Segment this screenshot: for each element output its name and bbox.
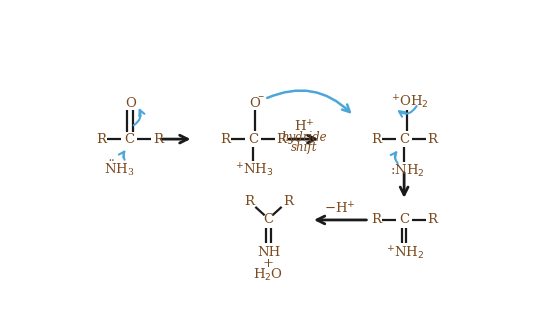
Text: NH: NH [257, 246, 280, 259]
Text: O: O [125, 97, 136, 110]
Text: +: + [263, 257, 274, 270]
Text: C: C [399, 214, 409, 227]
Text: $^{+}$NH$_3$: $^{+}$NH$_3$ [235, 161, 274, 179]
Text: R: R [220, 133, 230, 146]
Text: H$^{+}$: H$^{+}$ [294, 119, 315, 135]
Text: $^{+}$NH$_2$: $^{+}$NH$_2$ [386, 244, 425, 262]
Text: R: R [283, 195, 293, 208]
Text: $^{-}$: $^{-}$ [257, 94, 265, 104]
Text: :NH$_2$: :NH$_2$ [390, 163, 425, 179]
Text: C: C [263, 214, 273, 227]
Text: R: R [244, 195, 254, 208]
Text: O: O [249, 97, 260, 110]
Text: C: C [248, 133, 258, 146]
Text: R: R [371, 133, 381, 146]
Text: C: C [399, 133, 409, 146]
Text: $^{+}$OH$_2$: $^{+}$OH$_2$ [391, 94, 429, 111]
Text: $-$H$^{+}$: $-$H$^{+}$ [324, 202, 355, 217]
Text: R: R [371, 214, 381, 227]
Text: R: R [427, 214, 437, 227]
Text: H$_2$O: H$_2$O [254, 267, 284, 283]
Text: $\mathregular{\ddot{N}H_3}$: $\mathregular{\ddot{N}H_3}$ [105, 159, 135, 178]
Text: R: R [427, 133, 437, 146]
Text: R: R [276, 133, 286, 146]
Text: shift: shift [291, 141, 317, 154]
Text: R: R [153, 133, 163, 146]
Text: R: R [96, 133, 106, 146]
Text: hydride: hydride [281, 131, 327, 144]
Text: C: C [124, 133, 134, 146]
